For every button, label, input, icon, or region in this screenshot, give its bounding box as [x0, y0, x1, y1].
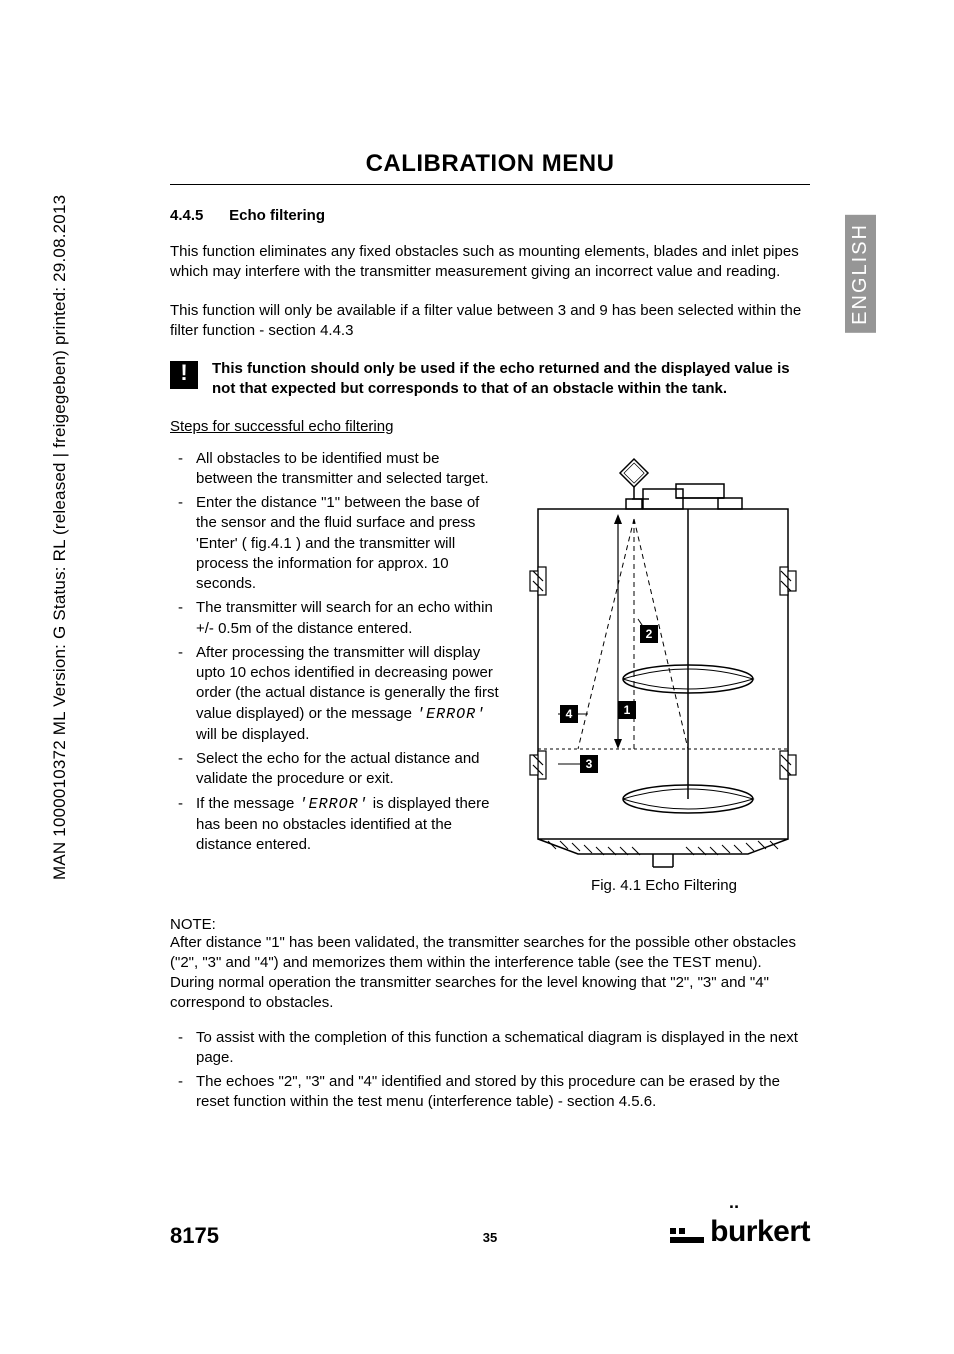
footer-page-number: 35	[483, 1230, 497, 1245]
brand-logo: burkert	[670, 1215, 810, 1249]
notes-list: To assist with the completion of this fu…	[170, 1028, 810, 1113]
steps-list: All obstacles to be identified must be b…	[170, 449, 500, 856]
diagram-label-4: 4	[566, 707, 573, 721]
brand-name: burkert	[710, 1215, 810, 1249]
side-metadata: MAN 1000010372 ML Version: G Status: RL …	[50, 195, 70, 880]
step-item: All obstacles to be identified must be b…	[170, 449, 500, 490]
language-tab: ENGLISH	[845, 215, 876, 333]
warning-text: This function should only be used if the…	[212, 359, 810, 400]
intro-para-1: This function eliminates any fixed obsta…	[170, 242, 810, 283]
section-number: 4.4.5	[170, 207, 225, 224]
note-label: NOTE:	[170, 916, 810, 933]
section-heading: 4.4.5 Echo filtering	[170, 207, 810, 224]
diagram-label-1: 1	[624, 703, 631, 717]
step-item: If the message 'ERROR' is displayed ther…	[170, 794, 500, 856]
warning-block: ! This function should only be used if t…	[170, 359, 810, 400]
page-footer: 8175 35 burkert	[170, 1215, 810, 1249]
title-rule	[170, 184, 810, 185]
step-item: Enter the distance "1" between the base …	[170, 493, 500, 594]
section-name: Echo filtering	[229, 207, 325, 224]
steps-column: All obstacles to be identified must be b…	[170, 449, 500, 894]
diagram-label-3: 3	[586, 757, 593, 771]
step-item: Select the echo for the actual distance …	[170, 749, 500, 790]
note-item: To assist with the completion of this fu…	[170, 1028, 810, 1069]
page-content: CALIBRATION MENU 4.4.5 Echo filtering Th…	[170, 150, 810, 1117]
figure-column: 1 2 3 4 Fig. 4.1 Echo Filtering	[518, 449, 810, 894]
footer-model: 8175	[170, 1223, 219, 1249]
note-item: The echoes "2", "3" and "4" identified a…	[170, 1072, 810, 1113]
step-item: The transmitter will search for an echo …	[170, 598, 500, 639]
logo-dots-icon	[670, 1228, 704, 1243]
intro-para-2: This function will only be available if …	[170, 301, 810, 342]
figure-caption: Fig. 4.1 Echo Filtering	[518, 877, 810, 894]
exclamation-icon: !	[170, 361, 198, 389]
echo-filtering-diagram: 1 2 3 4	[518, 449, 808, 869]
steps-and-figure: All obstacles to be identified must be b…	[170, 449, 810, 894]
diagram-label-2: 2	[646, 627, 653, 641]
steps-heading: Steps for successful echo filtering	[170, 418, 810, 435]
page-title: CALIBRATION MENU	[170, 150, 810, 178]
note-body: After distance "1" has been validated, t…	[170, 933, 810, 1014]
step-item: After processing the transmitter will di…	[170, 643, 500, 745]
